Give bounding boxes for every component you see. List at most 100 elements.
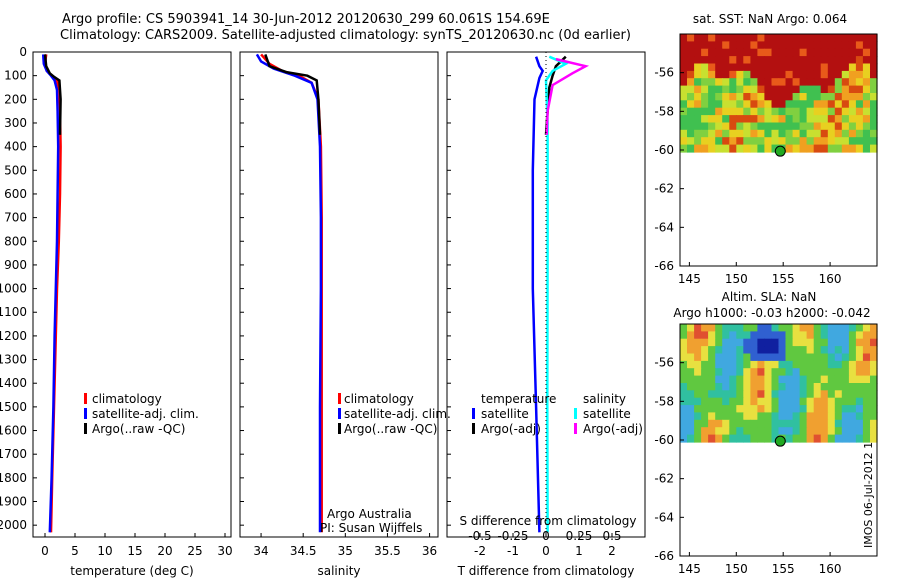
map-cell (715, 129, 723, 138)
map-cell (841, 397, 850, 406)
map-cell (820, 338, 829, 347)
map-cell (722, 93, 730, 101)
map-cell (694, 360, 702, 369)
map-cell (848, 63, 857, 72)
map-cell (841, 129, 850, 138)
map-cell (757, 419, 765, 428)
depth-tick-label: 1800 (0, 471, 27, 485)
map-cell (757, 56, 765, 65)
map-cell (792, 346, 801, 355)
map-cell (715, 137, 723, 146)
x-tick-label: 10 (97, 544, 112, 558)
map-cell (855, 331, 864, 340)
map-cell (806, 122, 815, 131)
map-cell (736, 144, 744, 153)
map-cell (680, 412, 688, 421)
map-cell (799, 70, 808, 79)
map-cell (750, 63, 758, 72)
map-cell (785, 137, 794, 146)
series-line-1 (41, 54, 60, 533)
map-cell (785, 48, 794, 57)
map-cell (715, 85, 723, 94)
map-cell (715, 346, 723, 355)
depth-tick-label: 1200 (0, 329, 27, 343)
map-cell (870, 100, 878, 109)
map-cell (841, 434, 850, 443)
map-cell (792, 419, 801, 428)
legend-swatch (338, 408, 341, 419)
map-cell (813, 360, 822, 369)
map-cell (862, 360, 871, 369)
map-cell (827, 115, 836, 124)
map-cell (680, 331, 688, 340)
map-cell (736, 360, 744, 369)
map-cell (743, 427, 751, 436)
map-cell (813, 137, 822, 146)
map-cell (813, 93, 822, 101)
map-cell (792, 397, 801, 406)
map-cell (729, 353, 737, 362)
lat-tick-label: -60 (654, 143, 674, 157)
lat-tick-label: -58 (654, 104, 674, 118)
map-cell (827, 346, 836, 355)
depth-tick-label: 0 (19, 45, 27, 59)
map-cell (743, 346, 751, 355)
map-cell (743, 137, 751, 146)
map-cell (870, 63, 878, 72)
map-cell (778, 100, 787, 109)
map-cell (715, 107, 723, 116)
map-cell (820, 434, 829, 443)
map-cell (841, 85, 850, 94)
legend-swatch (472, 423, 475, 434)
map-cell (785, 41, 794, 50)
map-cell (680, 360, 688, 369)
map-cell (806, 56, 815, 65)
map-cell (778, 107, 787, 116)
map-cell (771, 48, 780, 57)
map-cell (870, 324, 878, 332)
map-cell (870, 85, 878, 94)
map-cell (820, 144, 829, 153)
map-cell (743, 85, 751, 94)
map-cell (694, 397, 702, 406)
map-cell (680, 56, 688, 65)
map-cell (827, 375, 836, 384)
map-cell (870, 412, 878, 421)
map-cell (862, 434, 871, 443)
map-cell (764, 41, 772, 50)
map-cell (848, 129, 857, 138)
map-cell (771, 129, 780, 138)
map-cell (764, 48, 772, 57)
map-cell (820, 115, 829, 124)
map-cell (708, 324, 716, 332)
map-cell (680, 338, 688, 347)
legend-label: climatology (344, 392, 414, 406)
map-cell (757, 78, 765, 87)
map-cell (870, 93, 878, 101)
map-cell (870, 368, 878, 377)
map-cell (771, 338, 780, 347)
map-cell (750, 397, 758, 406)
map-cell (792, 100, 801, 109)
map-cell (715, 324, 723, 332)
map-cell (715, 56, 723, 65)
map-cell (743, 419, 751, 428)
map-cell (785, 368, 794, 377)
map-cell (729, 137, 737, 146)
legend-swatch (84, 408, 87, 419)
map-cell (764, 375, 772, 384)
map-cell (680, 353, 688, 362)
map-cell (757, 375, 765, 384)
map-cell (799, 397, 808, 406)
map-cell (870, 383, 878, 391)
map-cell (764, 338, 772, 347)
map-cell (806, 338, 815, 347)
x-tick-label: 35.5 (374, 544, 401, 558)
map-cell (834, 115, 843, 124)
depth-tick-label: 700 (4, 211, 27, 225)
map-cell (715, 41, 723, 50)
map-cell (736, 324, 744, 332)
map-cell (708, 360, 716, 369)
map-cell (813, 324, 822, 332)
map-cell (855, 85, 864, 94)
